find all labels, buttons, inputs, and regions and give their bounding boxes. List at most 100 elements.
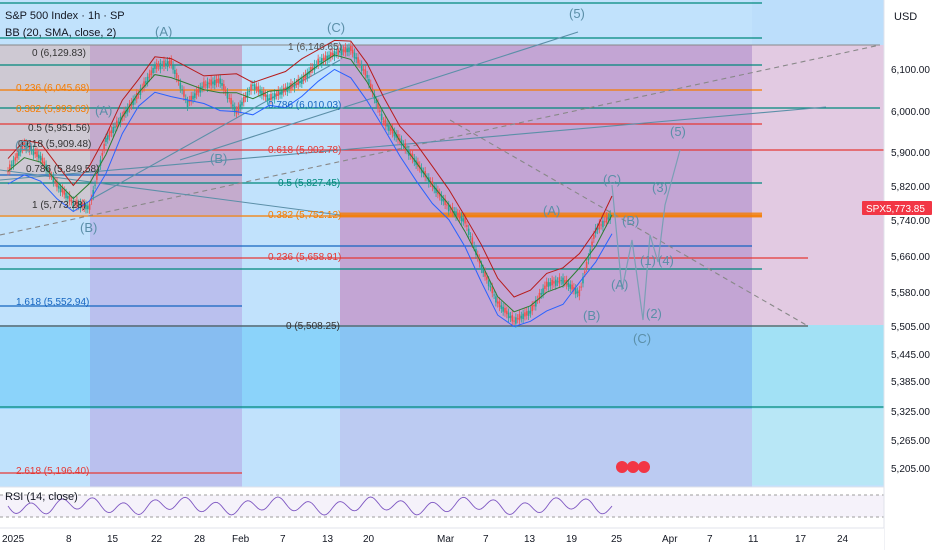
candle-body [513, 320, 515, 322]
candle-body [353, 52, 356, 59]
candle-body [241, 101, 243, 106]
symbol-title[interactable]: S&P 500 Index · 1h · SP [5, 10, 125, 22]
time-tick-label: 2025 [2, 534, 25, 545]
rsi-band [0, 495, 884, 517]
current-price-symbol: SPX [866, 204, 886, 215]
candle-body [587, 257, 590, 261]
candle-body [79, 202, 82, 209]
candle-body [551, 279, 553, 286]
candle-body [272, 96, 274, 98]
candle-body [558, 277, 561, 284]
candle-body [404, 143, 407, 150]
candle-body [72, 200, 75, 207]
fib-label: 0.786 (6,010.03) [268, 100, 341, 111]
candle-body [313, 63, 316, 71]
candle-body [333, 50, 336, 58]
candle-body [288, 86, 290, 90]
candle-body [148, 73, 151, 78]
fib-label: 0.5 (5,827.45) [278, 178, 340, 189]
wave-label: (A) [95, 103, 112, 118]
wave-label: (C) [327, 20, 345, 35]
candle-body [145, 81, 147, 84]
candle-body [505, 310, 508, 315]
candle-body [277, 90, 280, 97]
zone-rect [0, 45, 242, 215]
bb-lower-band [7, 68, 613, 328]
candle-body [184, 98, 187, 100]
candle-body [103, 143, 105, 150]
candle-body [384, 119, 387, 126]
candle-body [540, 292, 543, 295]
candle-body [246, 91, 249, 98]
candle-body [87, 205, 89, 210]
candle-body [181, 89, 183, 91]
candle-body [83, 203, 85, 208]
candle-body [337, 48, 339, 55]
economic-events-icon[interactable] [616, 461, 650, 473]
fib-label: 0 (5,508.25) [286, 321, 340, 332]
indicator-label[interactable]: BB (20, SMA, close, 2) [5, 27, 117, 39]
candle-body [529, 310, 532, 314]
candle-body [449, 208, 452, 210]
candle-body [382, 121, 385, 123]
wave-label: (2) [646, 306, 662, 321]
candle-body [261, 90, 263, 96]
candle-body [469, 236, 472, 238]
candle-body [607, 217, 610, 220]
time-tick-label: 25 [611, 534, 623, 545]
fib-label: 0.382 (5,752.12) [268, 210, 341, 221]
candle-body [175, 72, 178, 79]
candle-body [511, 315, 514, 322]
price-tick-label: 5,820.00 [891, 182, 930, 193]
candle-body [239, 104, 241, 110]
time-tick-label: 20 [363, 534, 375, 545]
candle-body [139, 88, 142, 95]
candle-body [50, 175, 53, 177]
time-axis[interactable] [0, 528, 884, 550]
current-price-value: 5,773.85 [886, 204, 925, 215]
candle-body [116, 120, 118, 127]
wave-label: (C) [603, 172, 621, 187]
price-tick-label: 6,000.00 [891, 107, 930, 118]
candle-body [19, 148, 22, 153]
candle-body [61, 188, 64, 193]
candle-body [99, 159, 102, 166]
candle-body [143, 81, 145, 88]
candle-body [174, 69, 176, 74]
candle-body [223, 84, 225, 91]
candle-body [32, 149, 35, 156]
candle-body [170, 59, 173, 65]
candle-body [230, 98, 232, 105]
candle-body [213, 80, 216, 86]
candle-body [293, 82, 296, 89]
candle-body [457, 212, 459, 217]
candle-body [108, 131, 111, 137]
time-tick-label: 8 [66, 534, 72, 545]
fib-label: 1.618 (5,552.94) [16, 297, 89, 308]
price-axis[interactable] [884, 0, 932, 550]
candle-body [467, 228, 470, 235]
wave-label: (B) [622, 213, 639, 228]
candle-body [487, 280, 490, 287]
candle-body [351, 49, 354, 54]
candle-body [602, 220, 604, 228]
zone-rect [340, 45, 752, 325]
fib-label: 0.382 (5,993.63) [16, 104, 89, 115]
price-tick-label: 5,580.00 [891, 288, 930, 299]
bb-upper-band [7, 39, 613, 298]
candle-body [155, 62, 158, 69]
candle-body [473, 245, 475, 248]
candle-body [355, 57, 358, 60]
candle-body [43, 161, 46, 166]
candle-body [311, 67, 314, 70]
price-tick-label: 5,740.00 [891, 216, 930, 227]
price-tick-label: 5,505.00 [891, 322, 930, 333]
candle-body [574, 288, 577, 295]
fib-label: 0.236 (6,045.68) [16, 83, 89, 94]
candle-body [364, 69, 367, 76]
candle-body [398, 138, 401, 141]
rsi-label[interactable]: RSI (14, close) [5, 491, 78, 503]
candle-body [509, 315, 512, 319]
